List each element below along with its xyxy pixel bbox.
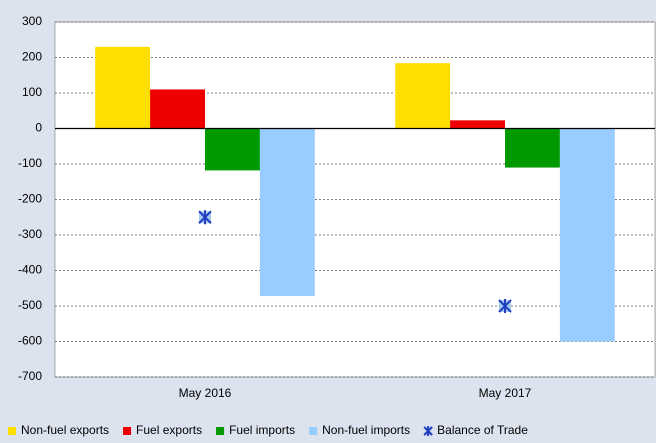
y-tick-label: -600: [18, 334, 42, 348]
x-tick-label: May 2016: [179, 386, 232, 400]
y-tick-label: -500: [18, 298, 42, 312]
y-tick-label: -100: [18, 156, 42, 170]
legend-label: Balance of Trade: [437, 423, 528, 437]
legend-label: Non-fuel imports: [322, 423, 410, 437]
y-tick-label: -300: [18, 227, 42, 241]
y-tick-label: 0: [35, 121, 42, 135]
marker: [198, 210, 212, 225]
y-tick-label: -200: [18, 192, 42, 206]
bar: [395, 63, 451, 129]
legend-swatch: [216, 427, 225, 435]
bar: [95, 46, 151, 129]
bar: [205, 128, 260, 171]
legend-label: Non-fuel exports: [21, 423, 109, 437]
y-tick-label: -400: [18, 263, 42, 277]
bar: [450, 120, 505, 129]
legend-label: Fuel exports: [136, 423, 202, 437]
bar: [259, 128, 315, 297]
x-tick-label: May 2017: [479, 386, 532, 400]
bar: [505, 128, 560, 168]
y-tick-label: 100: [22, 85, 42, 99]
y-tick-label: 300: [22, 14, 42, 28]
y-tick-label: 200: [22, 50, 42, 64]
legend-label: Fuel imports: [229, 423, 295, 437]
marker: [498, 299, 512, 313]
marker-part: [198, 210, 212, 225]
y-tick-label: -700: [18, 369, 42, 383]
marker-part: [498, 299, 512, 313]
legend-marker: [423, 426, 433, 436]
legend-swatch: [123, 427, 132, 435]
legend-swatch: [8, 427, 16, 435]
bar: [559, 128, 615, 342]
legend-swatch: [309, 427, 318, 435]
bar: [150, 89, 205, 129]
